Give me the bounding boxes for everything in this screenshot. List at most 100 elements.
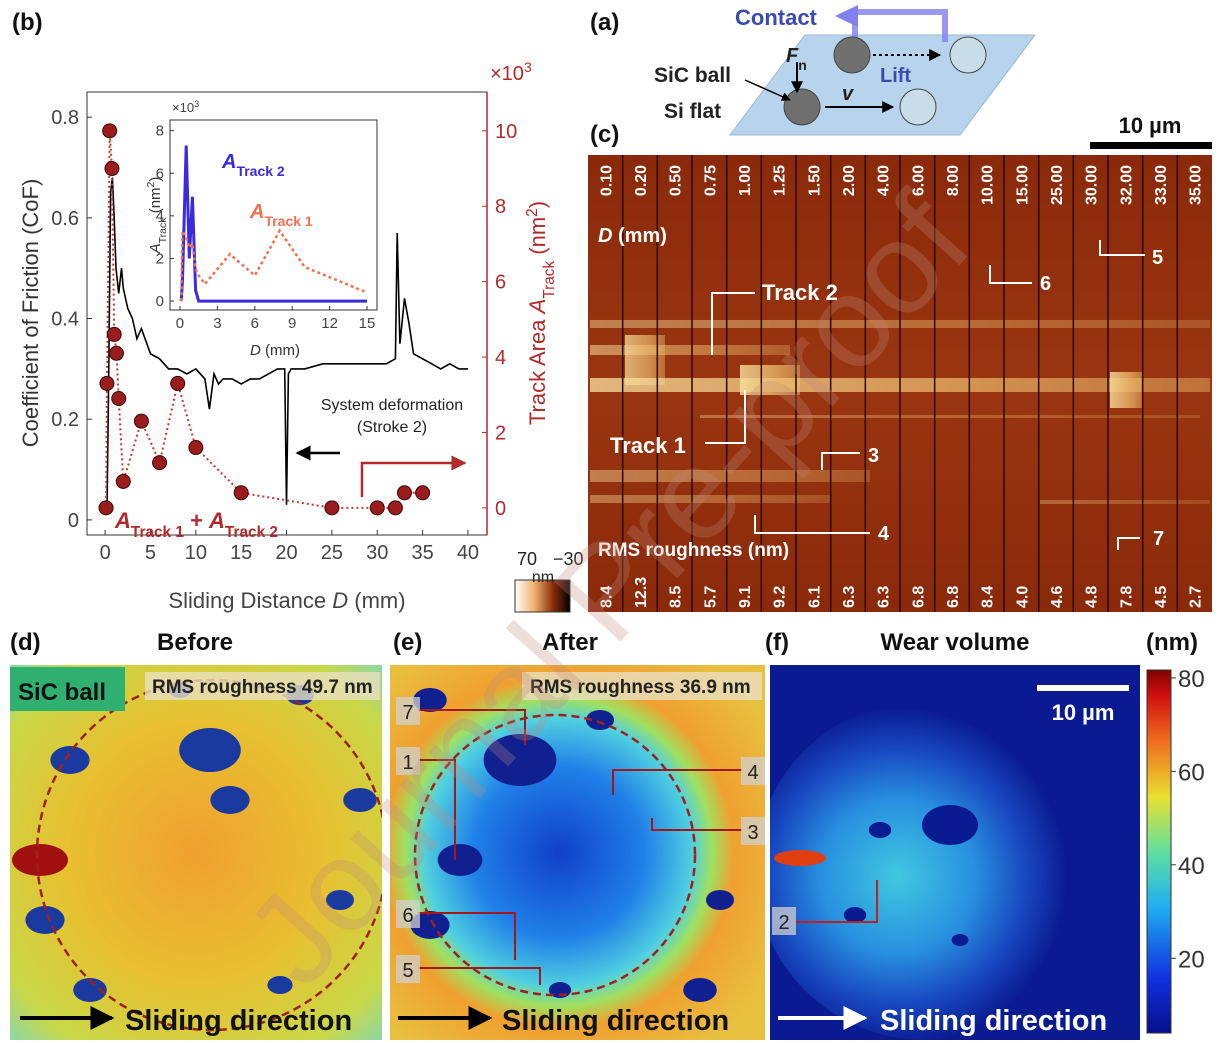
marker-line — [821, 452, 860, 470]
text-part: RMS roughness (nm) — [598, 540, 789, 561]
text-part: + — [184, 508, 209, 533]
text-part: 10 — [185, 542, 207, 564]
text-part: After — [542, 629, 598, 656]
text-part: Contact — [735, 5, 818, 30]
text-part: Sliding direction — [880, 1005, 1107, 1037]
rms-value: 4.0 — [1014, 586, 1031, 608]
colorbar-tick-label: 80 — [1178, 666, 1205, 693]
text-part: 8.4 — [598, 586, 615, 608]
text-part: 7 — [1153, 528, 1164, 550]
x-tick-label: 6 — [251, 315, 259, 332]
label: −30 — [553, 549, 584, 569]
rms-value: 6.8 — [910, 586, 927, 608]
text-part: Lift — [880, 65, 911, 87]
text-part: 7 — [402, 702, 413, 724]
tag-box — [396, 900, 420, 928]
text-part: 40 — [1178, 853, 1205, 880]
marker-line — [612, 769, 742, 795]
text-part: 4 — [747, 762, 758, 784]
distance-label: 1.50 — [806, 165, 823, 196]
colorbar-tick-label: 40 — [1178, 853, 1205, 880]
x-tick-label: 3 — [213, 315, 221, 332]
track-area-point — [98, 500, 114, 516]
distance-label: 33.00 — [1153, 165, 1170, 205]
blob — [410, 911, 450, 939]
text-part: 5.7 — [702, 586, 719, 608]
text-part: Track 2 — [225, 524, 278, 541]
text-part: (mm) — [348, 588, 405, 613]
track-area-point — [152, 455, 168, 471]
distance-label: 35.00 — [1188, 165, 1205, 205]
text-part: D — [598, 225, 612, 247]
text-part: 5 — [402, 960, 413, 982]
track-area-point — [188, 440, 204, 456]
wear-streak — [590, 470, 870, 482]
label: 3 — [868, 445, 879, 467]
label: 4 — [878, 523, 890, 545]
label: SiC ball — [18, 679, 106, 706]
label: Track 1 — [610, 433, 686, 458]
track-area-point — [115, 473, 131, 489]
text-part: ) — [147, 177, 164, 182]
text-part: 33.00 — [1153, 165, 1170, 205]
label: 6 — [402, 905, 413, 927]
text-part: 10 — [495, 121, 517, 143]
distance-label: 30.00 — [1084, 165, 1101, 205]
track-area-point — [106, 326, 122, 342]
blob — [12, 844, 68, 876]
blob — [951, 934, 969, 946]
blob — [73, 978, 107, 1002]
label: (e) — [393, 629, 422, 656]
text-part: Sliding direction — [502, 1005, 729, 1037]
wear-streak — [740, 365, 800, 395]
rms-value: 2.7 — [1188, 586, 1205, 608]
text-part: A — [221, 151, 236, 173]
marker-line — [989, 265, 1032, 284]
tag-box — [396, 955, 420, 983]
track-area-point — [99, 375, 115, 391]
text-part: 20 — [275, 542, 297, 564]
label: 5 — [402, 960, 413, 982]
distance-label: 15.00 — [1014, 165, 1031, 205]
series-label: ATrack 1 — [249, 201, 313, 229]
text-part: Sliding Distance — [168, 588, 332, 613]
label: 70 — [517, 549, 537, 569]
text-part: F — [786, 45, 799, 67]
text-part: ×10 — [172, 100, 194, 115]
label: 7 — [402, 702, 413, 724]
rms-value: 4.5 — [1153, 586, 1170, 608]
text-part: 8.4 — [980, 586, 997, 608]
text-part: D — [332, 588, 348, 613]
text-part: 32.00 — [1118, 165, 1135, 205]
text-part: 0 — [176, 315, 184, 332]
label: (c) — [590, 121, 619, 148]
rms-value: 8.4 — [598, 586, 615, 608]
label: v — [842, 83, 855, 105]
distance-label: 25.00 — [1049, 165, 1066, 205]
tag-box — [741, 817, 765, 845]
text-part: 6.3 — [876, 586, 893, 608]
axis-multiplier: ×103 — [490, 59, 532, 85]
text-part: D — [250, 342, 261, 359]
text-part: Track 1 — [264, 213, 312, 229]
text-part: Before — [157, 629, 233, 656]
text-part: A — [249, 201, 264, 223]
text-part: n — [798, 57, 807, 73]
text-part: 15.00 — [1014, 165, 1031, 205]
text-part: 8.5 — [668, 586, 685, 608]
label: Fn — [786, 45, 807, 73]
track-area-point — [396, 485, 412, 501]
rms-value: 6.1 — [806, 586, 823, 608]
text-part: 12 — [321, 315, 338, 332]
text-part: 6.3 — [841, 586, 858, 608]
rms-value: 6.3 — [876, 586, 893, 608]
text-part: 3 — [213, 315, 221, 332]
x-tick-label: 12 — [321, 315, 338, 332]
text-part: v — [842, 83, 855, 105]
wear-streak — [590, 345, 790, 355]
cof-line — [106, 177, 468, 510]
text-part: 6 — [156, 165, 164, 182]
label: Lift — [880, 65, 911, 87]
track-area-point — [324, 500, 340, 516]
blob — [50, 746, 90, 774]
